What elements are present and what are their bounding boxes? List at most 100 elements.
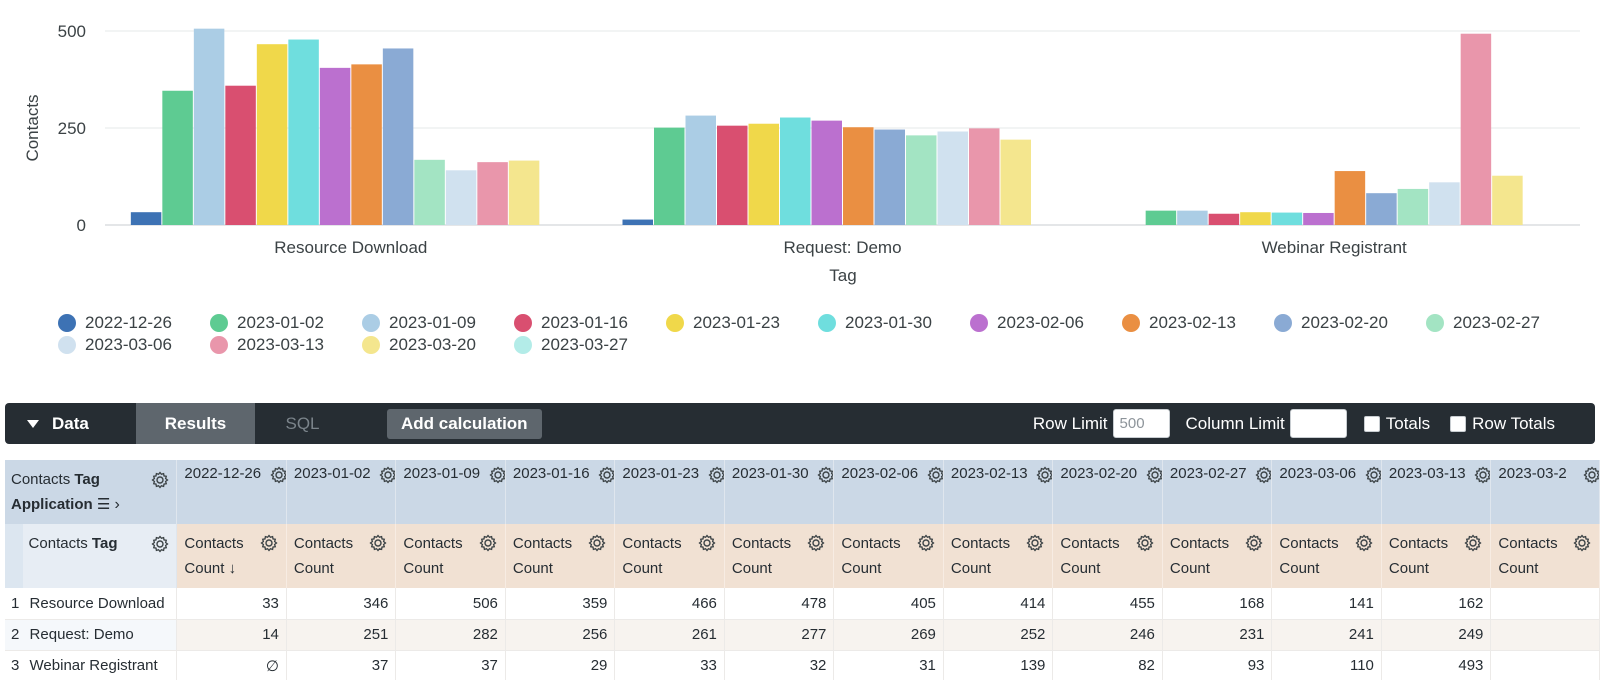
legend-item[interactable]: 2023-03-27: [514, 335, 666, 354]
row-tag-cell[interactable]: Webinar Registrant: [22, 650, 178, 680]
count-cell[interactable]: 455: [1052, 588, 1163, 620]
measure-header-count[interactable]: Contacts Count: [286, 524, 397, 588]
count-cell[interactable]: 141: [1271, 588, 1382, 620]
legend-item[interactable]: 2023-02-13: [1122, 313, 1274, 332]
pivot-column-header[interactable]: 2023-02-06: [833, 460, 944, 524]
pivot-column-header[interactable]: 2023-02-13: [943, 460, 1054, 524]
count-cell[interactable]: 251: [286, 619, 397, 651]
count-cell[interactable]: 466: [614, 588, 725, 620]
legend-item[interactable]: 2023-02-20: [1274, 313, 1426, 332]
legend-item[interactable]: 2023-03-13: [210, 335, 362, 354]
pivot-column-header[interactable]: 2023-01-16: [505, 460, 616, 524]
legend-item[interactable]: 2023-02-06: [970, 313, 1122, 332]
count-cell[interactable]: 139: [943, 650, 1054, 680]
count-cell[interactable]: 241: [1271, 619, 1382, 651]
count-cell[interactable]: 168: [1162, 588, 1273, 620]
count-cell[interactable]: 32: [724, 650, 835, 680]
count-cell[interactable]: 252: [943, 619, 1054, 651]
count-cell[interactable]: 110: [1271, 650, 1382, 680]
count-cell[interactable]: 282: [395, 619, 506, 651]
row-tag-cell[interactable]: Resource Download: [22, 588, 178, 620]
count-cell[interactable]: 31: [833, 650, 944, 680]
row-totals-toggle[interactable]: Row Totals: [1450, 414, 1555, 434]
pivot-align-icon[interactable]: ☰: [96, 496, 111, 513]
measure-header-count[interactable]: Contacts Count: [833, 524, 944, 588]
measure-header-count[interactable]: Contacts Count: [943, 524, 1054, 588]
legend-item[interactable]: 2023-01-23: [666, 313, 818, 332]
count-cell[interactable]: 93: [1162, 650, 1273, 680]
gear-icon[interactable]: [150, 467, 170, 492]
count-cell[interactable]: 14: [176, 619, 287, 651]
measure-header-count[interactable]: Contacts Count: [724, 524, 835, 588]
totals-checkbox[interactable]: [1363, 415, 1380, 432]
count-cell[interactable]: 269: [833, 619, 944, 651]
gear-icon[interactable]: [150, 531, 170, 556]
count-cell[interactable]: 246: [1052, 619, 1163, 651]
measure-header-count[interactable]: Contacts Count: [505, 524, 616, 588]
count-cell[interactable]: 256: [505, 619, 616, 651]
pivot-column-header[interactable]: 2023-03-2: [1490, 460, 1600, 524]
count-cell[interactable]: [1490, 619, 1600, 651]
legend-item[interactable]: 2022-12-26: [58, 313, 210, 332]
count-cell[interactable]: 37: [286, 650, 397, 680]
count-cell[interactable]: 277: [724, 619, 835, 651]
count-cell[interactable]: 162: [1381, 588, 1492, 620]
pivot-column-header[interactable]: 2023-01-23: [614, 460, 725, 524]
legend-item[interactable]: 2023-03-06: [58, 335, 210, 354]
measure-header-count[interactable]: Contacts Count: [395, 524, 506, 588]
count-cell[interactable]: 478: [724, 588, 835, 620]
legend-item[interactable]: 2023-01-30: [818, 313, 970, 332]
measure-header-count[interactable]: Contacts Count ↓: [176, 524, 287, 588]
data-section-toggle[interactable]: Data: [5, 403, 136, 444]
legend-item[interactable]: 2023-03-20: [362, 335, 514, 354]
pivot-dimension-header[interactable]: Contacts Tag Application ☰ ›: [5, 460, 178, 524]
measure-header-count[interactable]: Contacts Count: [614, 524, 725, 588]
count-cell[interactable]: 33: [614, 650, 725, 680]
measure-header-count[interactable]: Contacts Count: [1381, 524, 1492, 588]
tab-results[interactable]: Results: [136, 403, 255, 444]
count-cell[interactable]: ∅: [176, 650, 287, 680]
count-cell[interactable]: 33: [176, 588, 287, 620]
tab-sql[interactable]: SQL: [255, 403, 350, 444]
column-limit-input[interactable]: [1289, 409, 1347, 438]
pivot-column-header[interactable]: 2023-01-02: [286, 460, 397, 524]
count-cell[interactable]: 359: [505, 588, 616, 620]
row-totals-checkbox[interactable]: [1450, 415, 1467, 432]
pivot-column-header[interactable]: 2023-01-09: [395, 460, 506, 524]
legend-item[interactable]: 2023-01-09: [362, 313, 514, 332]
chevron-right-icon[interactable]: ›: [114, 496, 120, 513]
count-cell[interactable]: 346: [286, 588, 397, 620]
legend-item[interactable]: 2023-01-02: [210, 313, 362, 332]
measure-header-count[interactable]: Contacts Count: [1162, 524, 1273, 588]
pivot-column-header[interactable]: 2022-12-26: [176, 460, 287, 524]
row-dimension-header[interactable]: Contacts Tag: [22, 524, 178, 588]
count-cell[interactable]: [1490, 650, 1600, 680]
bar: [162, 90, 193, 225]
measure-header-count[interactable]: Contacts Count: [1271, 524, 1382, 588]
legend-item[interactable]: 2023-02-27: [1426, 313, 1578, 332]
row-tag-cell[interactable]: Request: Demo: [22, 619, 178, 651]
legend-item[interactable]: 2023-01-16: [514, 313, 666, 332]
measure-header-count[interactable]: Contacts Count: [1490, 524, 1600, 588]
pivot-column-header[interactable]: 2023-03-13: [1381, 460, 1492, 524]
count-cell[interactable]: 405: [833, 588, 944, 620]
measure-header-count[interactable]: Contacts Count: [1052, 524, 1163, 588]
pivot-column-header[interactable]: 2023-02-27: [1162, 460, 1273, 524]
pivot-column-header[interactable]: 2023-02-20: [1052, 460, 1163, 524]
bar: [319, 67, 351, 225]
count-cell[interactable]: 37: [395, 650, 506, 680]
totals-toggle[interactable]: Totals: [1363, 414, 1430, 434]
count-cell[interactable]: 261: [614, 619, 725, 651]
add-calculation-button[interactable]: Add calculation: [387, 408, 542, 439]
count-cell[interactable]: 82: [1052, 650, 1163, 680]
count-cell[interactable]: 29: [505, 650, 616, 680]
count-cell[interactable]: 249: [1381, 619, 1492, 651]
pivot-column-header[interactable]: 2023-01-30: [724, 460, 835, 524]
count-cell[interactable]: 493: [1381, 650, 1492, 680]
row-limit-input[interactable]: [1112, 409, 1170, 438]
count-cell[interactable]: [1490, 588, 1600, 620]
count-cell[interactable]: 414: [943, 588, 1054, 620]
count-cell[interactable]: 506: [395, 588, 506, 620]
pivot-column-header[interactable]: 2023-03-06: [1271, 460, 1382, 524]
count-cell[interactable]: 231: [1162, 619, 1273, 651]
